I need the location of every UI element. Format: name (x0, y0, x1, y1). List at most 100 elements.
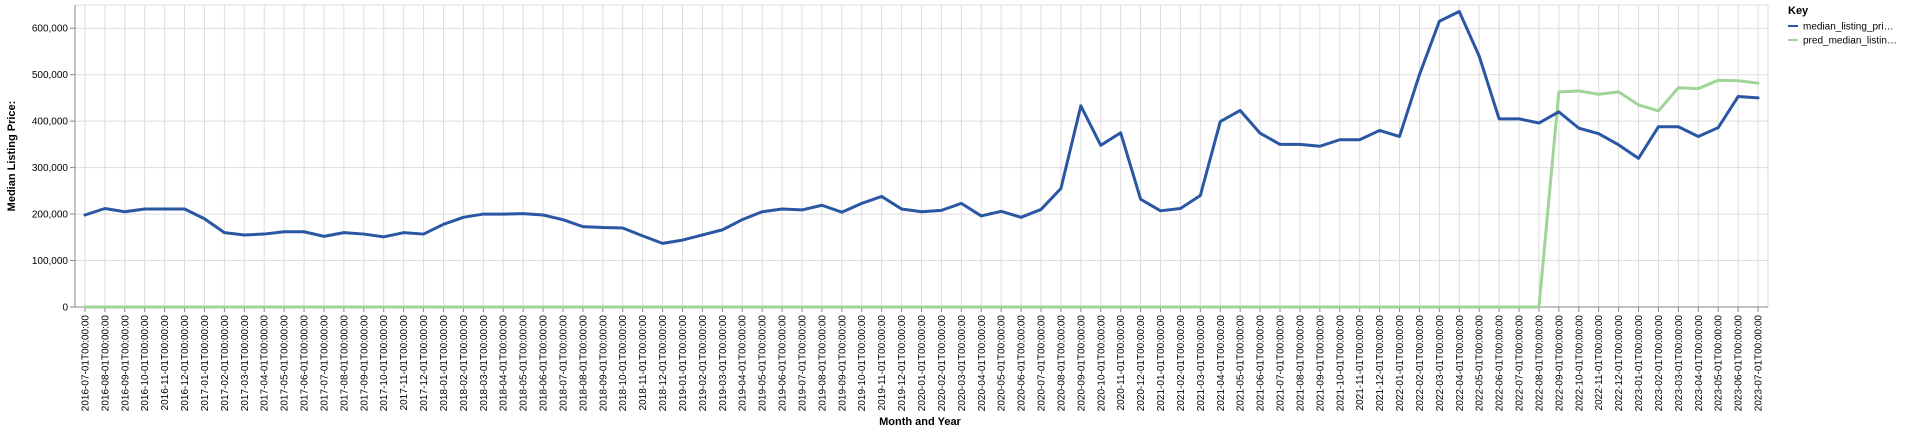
x-tick-label: 2021-12-01T00:00:00 (1375, 315, 1386, 412)
x-tick-label: 2021-02-01T00:00:00 (1176, 315, 1187, 412)
y-tick-label: 200,000 (32, 210, 69, 221)
x-tick-label: 2017-02-01T00:00:00 (220, 315, 231, 412)
x-tick-label: 2017-05-01T00:00:00 (280, 315, 291, 412)
x-tick-label: 2017-01-01T00:00:00 (200, 315, 211, 412)
x-tick-label: 2017-04-01T00:00:00 (260, 315, 271, 412)
series-line-median-listing-price (83, 10, 1760, 245)
x-tick-label: 2022-11-01T00:00:00 (1594, 315, 1605, 411)
x-tick-label: 2016-08-01T00:00:00 (100, 315, 111, 412)
y-tick-label: 0 (62, 303, 68, 314)
y-tick-label: 100,000 (32, 256, 69, 267)
x-tick-label: 2022-02-01T00:00:00 (1415, 315, 1426, 412)
x-tick-label: 2017-11-01T00:00:00 (399, 315, 410, 411)
x-tick-label: 2018-10-01T00:00:00 (618, 315, 629, 412)
x-tick-label: 2019-05-01T00:00:00 (758, 315, 769, 412)
x-tick-label: 2017-07-01T00:00:00 (319, 315, 330, 412)
x-tick-label: 2022-12-01T00:00:00 (1614, 315, 1625, 412)
y-axis-title: Median Listing Price: (6, 101, 18, 212)
x-tick-label: 2018-11-01T00:00:00 (638, 315, 649, 411)
x-tick-label: 2019-10-01T00:00:00 (857, 315, 868, 412)
x-tick-label: 2021-06-01T00:00:00 (1256, 315, 1267, 412)
x-tick-label: 2023-02-01T00:00:00 (1654, 315, 1665, 412)
x-tick-label: 2023-05-01T00:00:00 (1714, 315, 1725, 412)
x-tick-label: 2019-02-01T00:00:00 (698, 315, 709, 412)
x-tick-label: 2016-12-01T00:00:00 (180, 315, 191, 412)
x-tick-label: 2021-03-01T00:00:00 (1196, 315, 1207, 412)
x-tick-label: 2020-05-01T00:00:00 (997, 315, 1008, 412)
x-tick-label: 2022-01-01T00:00:00 (1395, 315, 1406, 412)
x-tick-label: 2020-04-01T00:00:00 (977, 315, 988, 412)
x-tick-label: 2019-08-01T00:00:00 (817, 315, 828, 412)
x-tick-label: 2022-09-01T00:00:00 (1554, 315, 1565, 412)
x-tick-label: 2017-08-01T00:00:00 (339, 315, 350, 412)
x-tick-label: 2020-02-01T00:00:00 (937, 315, 948, 412)
x-tick-label: 2018-03-01T00:00:00 (479, 315, 490, 412)
x-tick-label: 2021-05-01T00:00:00 (1236, 315, 1247, 412)
x-tick-label: 2018-01-01T00:00:00 (439, 315, 450, 412)
x-tick-label: 2020-07-01T00:00:00 (1037, 315, 1048, 412)
x-tick-label: 2019-11-01T00:00:00 (877, 315, 888, 411)
x-tick-label: 2019-03-01T00:00:00 (718, 315, 729, 412)
x-tick-label: 2022-06-01T00:00:00 (1495, 315, 1506, 412)
x-tick-label: 2017-09-01T00:00:00 (359, 315, 370, 412)
x-tick-label: 2019-07-01T00:00:00 (797, 315, 808, 412)
x-tick-label: 2018-02-01T00:00:00 (459, 315, 470, 412)
x-tick-label: 2018-04-01T00:00:00 (499, 315, 510, 412)
x-tick-label: 2017-06-01T00:00:00 (300, 315, 311, 412)
x-tick-label: 2021-01-01T00:00:00 (1156, 315, 1167, 412)
x-tick-label: 2017-10-01T00:00:00 (379, 315, 390, 412)
x-axis-title: Month and Year (879, 416, 961, 428)
x-tick-label: 2018-08-01T00:00:00 (578, 315, 589, 412)
x-tick-label: 2018-12-01T00:00:00 (658, 315, 669, 412)
x-tick-label: 2018-05-01T00:00:00 (519, 315, 530, 412)
series-lines (83, 10, 1760, 309)
x-tick-label: 2022-03-01T00:00:00 (1435, 315, 1446, 412)
x-tick-label: 2021-08-01T00:00:00 (1295, 315, 1306, 412)
y-axis: 0 100,000 200,000 300,000 400,000 500,000 600,… (32, 5, 76, 314)
x-tick-label: 2018-06-01T00:00:00 (539, 315, 550, 412)
x-tick-label: 2019-01-01T00:00:00 (678, 315, 689, 412)
x-tick-label: 2023-06-01T00:00:00 (1734, 315, 1745, 412)
x-tick-label: 2016-10-01T00:00:00 (140, 315, 151, 412)
x-tick-label: 2019-12-01T00:00:00 (897, 315, 908, 412)
x-axis: 2016-07-01T00:00:00 2016-08-01T00:00:00 20… (75, 306, 1768, 412)
x-tick-label: 2023-04-01T00:00:00 (1694, 315, 1705, 412)
x-tick-label: 2020-11-01T00:00:00 (1116, 315, 1127, 411)
x-tick-label: 2022-10-01T00:00:00 (1574, 315, 1585, 412)
x-tick-label: 2020-01-01T00:00:00 (917, 315, 928, 412)
x-tick-label: 2020-03-01T00:00:00 (957, 315, 968, 412)
x-tick-label: 2018-09-01T00:00:00 (598, 315, 609, 412)
legend: Key median_listing_pri… pred_median_list… (1788, 5, 1897, 47)
x-tick-label: 2021-09-01T00:00:00 (1315, 315, 1326, 412)
x-tick-label: 2022-04-01T00:00:00 (1455, 315, 1466, 412)
x-tick-label: 2020-08-01T00:00:00 (1056, 315, 1067, 412)
x-tick-label: 2020-10-01T00:00:00 (1096, 315, 1107, 412)
x-tick-label: 2018-07-01T00:00:00 (558, 315, 569, 412)
x-tick-label: 2020-12-01T00:00:00 (1136, 315, 1147, 412)
x-tick-label: 2022-05-01T00:00:00 (1475, 315, 1486, 412)
x-tick-label: 2019-06-01T00:00:00 (778, 315, 789, 412)
x-tick-label: 2017-03-01T00:00:00 (240, 315, 251, 412)
legend-title: Key (1788, 5, 1809, 17)
x-tick-label: 2021-10-01T00:00:00 (1335, 315, 1346, 412)
x-tick-label: 2019-04-01T00:00:00 (738, 315, 749, 412)
y-tick-label: 400,000 (32, 117, 69, 128)
series-line-pred-median-listing-price (83, 78, 1760, 309)
x-tick-label: 2023-07-01T00:00:00 (1754, 315, 1765, 412)
x-tick-label: 2021-07-01T00:00:00 (1276, 315, 1287, 412)
x-tick-label: 2016-07-01T00:00:00 (80, 315, 91, 412)
gridlines (74, 4, 1769, 308)
y-tick-label: 600,000 (32, 24, 69, 35)
legend-label-median-listing-price: median_listing_pri… (1803, 22, 1894, 33)
x-tick-label: 2020-09-01T00:00:00 (1076, 315, 1087, 412)
x-tick-label: 2016-09-01T00:00:00 (120, 315, 131, 412)
x-tick-label: 2021-04-01T00:00:00 (1216, 315, 1227, 412)
x-tick-label: 2020-06-01T00:00:00 (1017, 315, 1028, 412)
y-tick-label: 300,000 (32, 163, 69, 174)
legend-label-pred-median-listing-price: pred_median_listin… (1803, 36, 1897, 47)
x-tick-label: 2023-01-01T00:00:00 (1634, 315, 1645, 412)
y-tick-label: 500,000 (32, 70, 69, 81)
x-tick-label: 2019-09-01T00:00:00 (837, 315, 848, 412)
x-tick-label: 2022-08-01T00:00:00 (1534, 315, 1545, 412)
